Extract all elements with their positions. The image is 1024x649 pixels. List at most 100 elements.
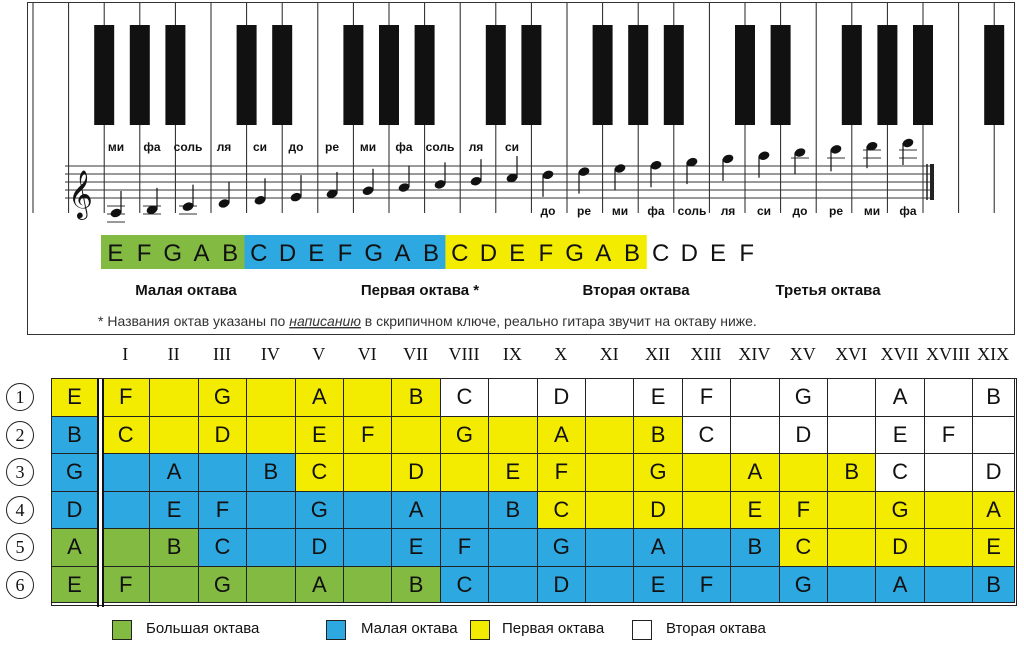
note-head: [794, 148, 806, 157]
fret-cell: [440, 491, 490, 529]
band-cell: [588, 235, 619, 269]
fret-cell: E: [392, 529, 441, 567]
fret-cell: G: [198, 566, 248, 603]
note-name-label: си: [757, 204, 771, 218]
band-note-letter: D: [480, 240, 497, 267]
note-name-label: ми: [612, 204, 628, 218]
fret-cell: [828, 416, 877, 454]
fret-cell: B: [731, 529, 780, 567]
note-name-label: фа: [395, 140, 413, 154]
band-note-letter: F: [137, 240, 152, 267]
band-note-letter: A: [193, 240, 209, 267]
fret-cell: B: [52, 416, 98, 454]
fret-cell: [150, 566, 199, 603]
fret-cell: D: [973, 454, 1015, 492]
black-key: [129, 25, 150, 125]
fret-cell: [731, 379, 780, 417]
fret-cell: E: [876, 416, 925, 454]
note-name-label: фа: [647, 204, 665, 218]
fret-cell: [586, 491, 635, 529]
fret-cell: [682, 454, 732, 492]
note-head: [434, 180, 446, 189]
fret-cell: A: [731, 454, 780, 492]
fret-cell: [198, 454, 248, 492]
band-cell: [129, 235, 159, 269]
fret-cell: F: [198, 491, 248, 529]
nut-line: [102, 379, 104, 607]
fret-cell: D: [537, 566, 586, 603]
note-head: [362, 186, 374, 195]
note-head: [506, 173, 518, 183]
band-note-letter: F: [539, 240, 554, 267]
fret-cell: B: [489, 491, 538, 529]
fret-cell: [102, 529, 151, 567]
fret-cell: E: [52, 379, 98, 417]
fret-number: IX: [502, 344, 522, 364]
fret-cell: [973, 416, 1015, 454]
band-cell: [301, 235, 332, 269]
fret-number: III: [213, 344, 231, 364]
fret-cell: C: [779, 529, 828, 567]
note-head: [290, 192, 302, 202]
fret-cell: [586, 454, 635, 492]
band-cell: [617, 235, 647, 269]
fret-cell: E: [634, 379, 683, 417]
string-number: 3: [6, 458, 34, 486]
band-note-letter: C: [250, 240, 267, 267]
legend: Большая октава Малая октава Первая октава В…: [0, 613, 1024, 649]
fret-cell: [102, 491, 151, 529]
note-head: [866, 141, 878, 151]
fret-cell: D: [295, 529, 344, 567]
fret-number: VII: [403, 344, 429, 364]
fret-cell: C: [102, 416, 151, 454]
fret-cell: F: [102, 566, 151, 603]
fret-cell: [150, 379, 199, 417]
legend-swatch: [632, 620, 652, 640]
fret-cell: [731, 416, 780, 454]
fret-number: XIV: [738, 344, 771, 364]
fret-cell: G: [876, 491, 925, 529]
legend-swatch: [470, 620, 490, 640]
note-head: [902, 138, 914, 148]
note-head: [182, 202, 194, 211]
fret-cell: G: [779, 566, 828, 603]
fret-cell: C: [682, 416, 732, 454]
fret-cell: E: [489, 454, 538, 492]
band-note-letter: G: [364, 240, 383, 267]
fret-cell: [489, 529, 538, 567]
fret-cell: [779, 454, 828, 492]
fret-cell: A: [973, 491, 1015, 529]
fret-number: XI: [599, 344, 619, 364]
band-note-letter: F: [739, 240, 754, 267]
fret-cell: C: [876, 454, 925, 492]
fret-cell: A: [52, 529, 98, 567]
band-note-letter: B: [423, 240, 439, 267]
band-cell: [330, 235, 360, 269]
black-key: [521, 25, 542, 125]
fret-cell: [344, 491, 393, 529]
note-name-label: си: [505, 140, 519, 154]
fret-cell: F: [102, 379, 151, 417]
note-head: [614, 164, 626, 173]
fret-number: XVIII: [926, 344, 970, 364]
fret-cell: F: [924, 416, 974, 454]
fret-cell: D: [392, 454, 441, 492]
fret-cell: A: [876, 566, 925, 603]
fret-cell: F: [779, 491, 828, 529]
note-head: [326, 189, 338, 199]
black-key: [913, 25, 933, 125]
legend-label: Большая октава: [146, 620, 260, 637]
fret-cell: [586, 529, 635, 567]
note-head: [146, 205, 158, 215]
black-key: [379, 25, 399, 125]
band-note-letter: E: [308, 240, 324, 267]
note-name-label: ре: [829, 204, 843, 218]
note-head: [650, 161, 662, 170]
fret-cell: G: [779, 379, 828, 417]
band-cell: [359, 235, 389, 269]
fret-cell: [828, 566, 877, 603]
note-head: [218, 199, 230, 208]
